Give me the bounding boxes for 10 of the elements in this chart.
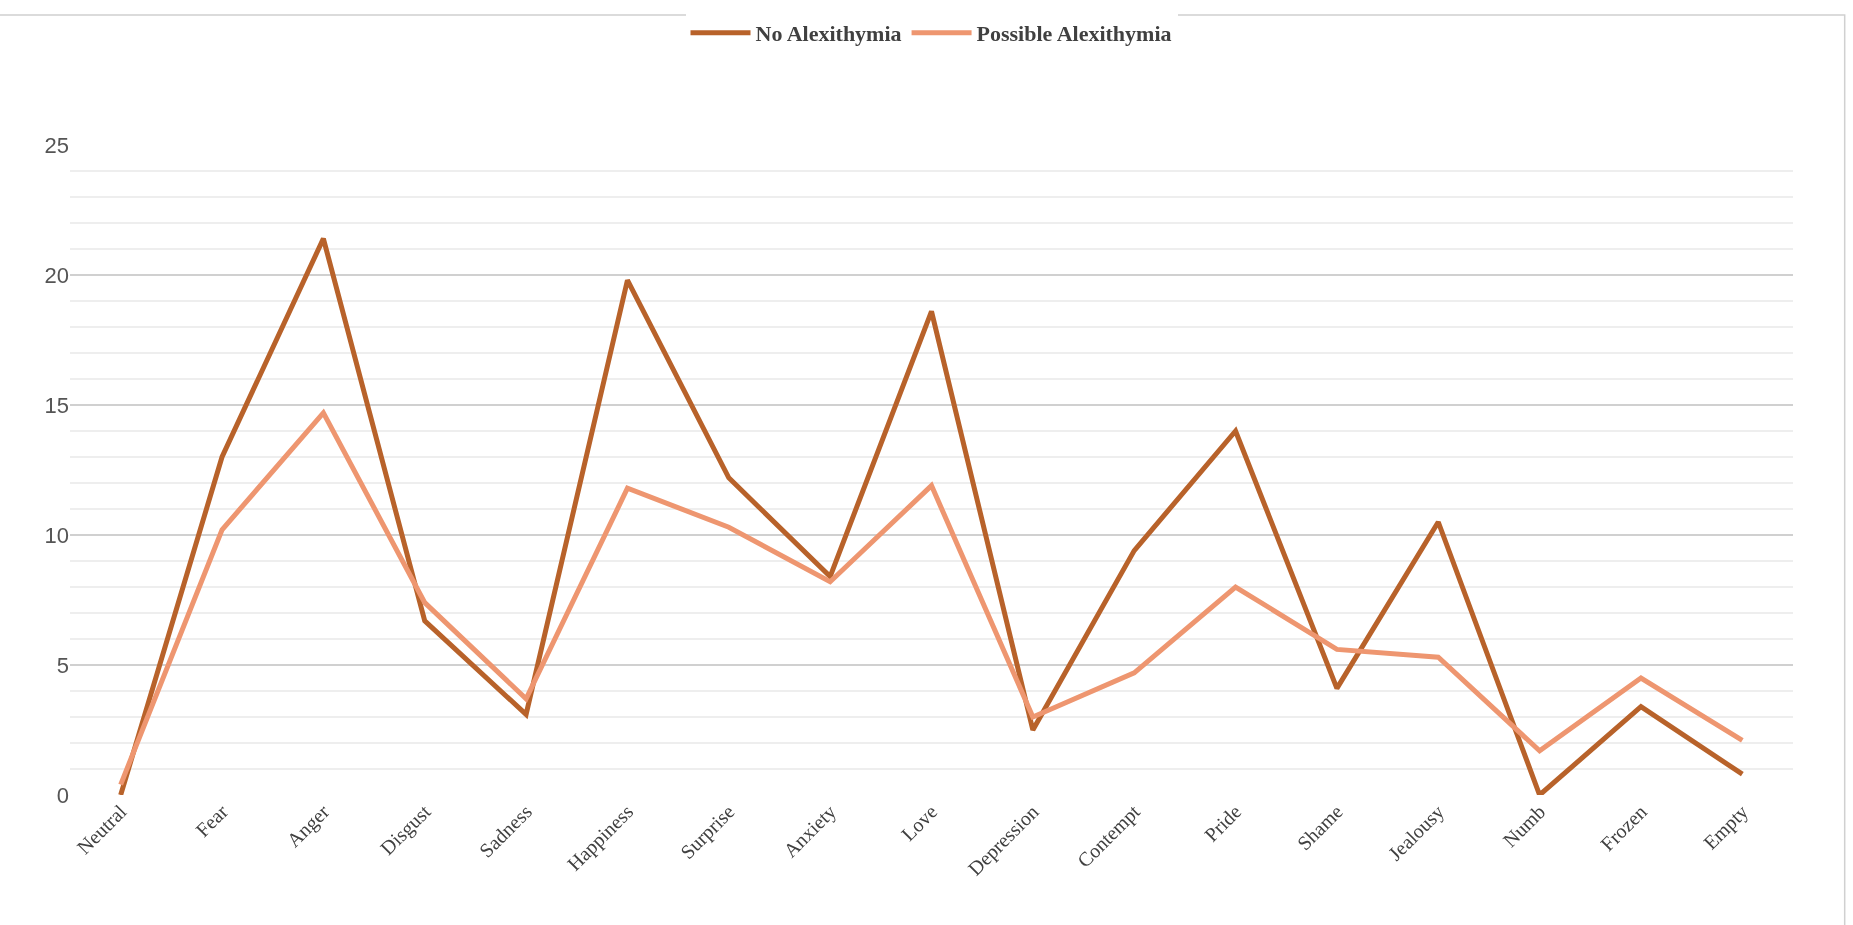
y-tick-label: 0 (56, 782, 69, 808)
x-tick-label: Fear (191, 800, 233, 842)
y-tick-label: 5 (56, 652, 69, 678)
legend-label: No Alexithymia (755, 21, 902, 47)
y-tick-label: 10 (44, 522, 69, 548)
y-tick-label: 20 (44, 262, 69, 288)
y-tick-label: 25 (44, 132, 69, 158)
y-tick-label: 15 (44, 392, 69, 418)
legend-label: Possible Alexithymia (976, 21, 1172, 47)
x-tick-label: Love (896, 800, 942, 845)
